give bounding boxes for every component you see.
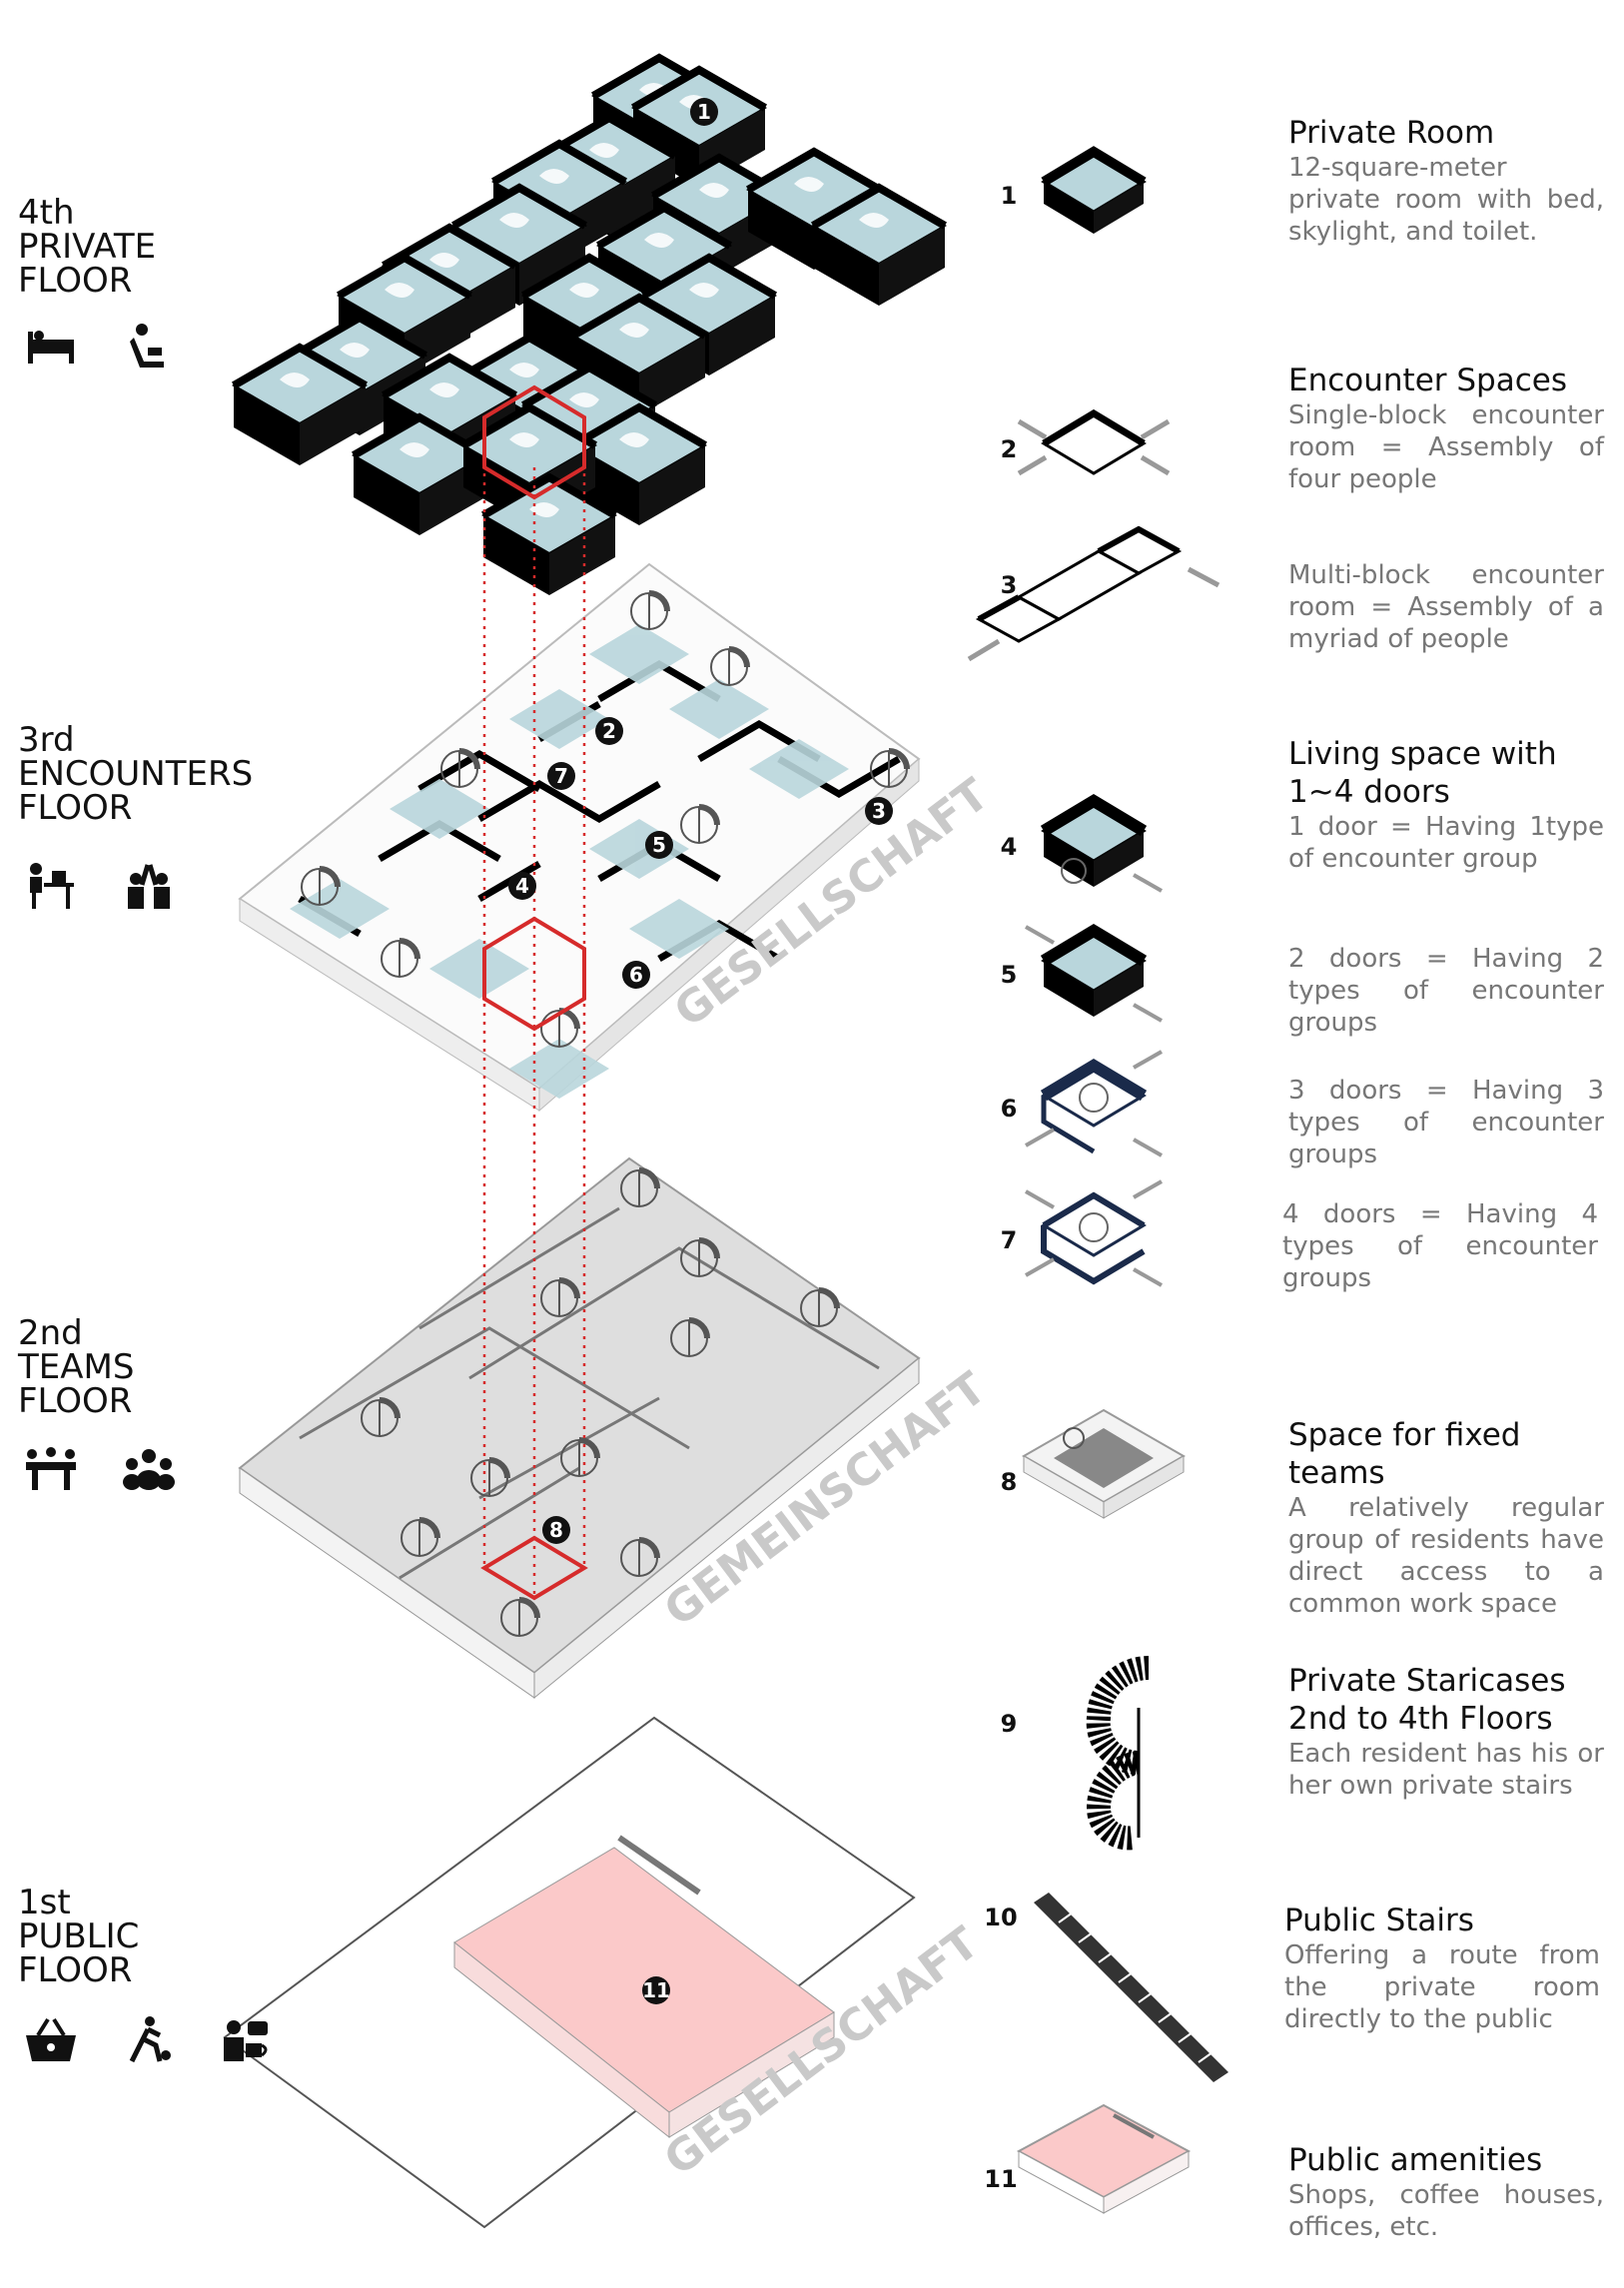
legend-title: Public Stairs bbox=[1284, 1903, 1474, 1938]
legend-number-3: 3 bbox=[1000, 571, 1018, 599]
legend-number-1: 1 bbox=[1000, 182, 1018, 210]
bed-icon bbox=[28, 331, 74, 364]
marker-5: 5 bbox=[645, 831, 673, 859]
thumb-single-encounter bbox=[1017, 408, 1171, 476]
legend-item-9: Private Staricases 2nd to 4th Floors Eac… bbox=[1288, 1662, 1604, 1802]
floor-label-4th: 4th PRIVATE FLOOR bbox=[18, 193, 157, 301]
floor2-icons bbox=[22, 1444, 178, 1494]
legend-number-6: 6 bbox=[1000, 1095, 1018, 1123]
legend-desc: Multi-block encounter room = Assembly of… bbox=[1288, 560, 1604, 654]
first-floor bbox=[223, 1716, 916, 2229]
legend-number-9: 9 bbox=[1000, 1710, 1018, 1738]
legend-item-4: Living space with 1~4 doors 1 door = Hav… bbox=[1288, 735, 1604, 875]
marker-3: 3 bbox=[865, 797, 893, 825]
svg-text:6: 6 bbox=[629, 963, 643, 987]
thumb-four-doors bbox=[1025, 1179, 1163, 1287]
thumb-private-room bbox=[1041, 146, 1147, 234]
thumb-private-staircase bbox=[1086, 1656, 1150, 1851]
svg-text:1: 1 bbox=[697, 100, 711, 124]
thumb-three-doors bbox=[1025, 1050, 1163, 1157]
legend-item-5: 2 doors = Having 2 types of encounter gr… bbox=[1288, 943, 1604, 1039]
legend-desc: Offering a route from the private room d… bbox=[1284, 1940, 1600, 2034]
legend-item-2: Encounter Spaces Single-block encounter … bbox=[1288, 362, 1604, 495]
highlight-room-2nd bbox=[480, 1535, 588, 1601]
legend-title: Private Staricases 2nd to 4th Floors bbox=[1288, 1663, 1566, 1737]
legend-number-4: 4 bbox=[1000, 833, 1018, 861]
svg-text:3: 3 bbox=[872, 799, 886, 823]
marker-group: 1 2 3 4 5 6 7 8 11 bbox=[508, 98, 893, 2004]
floor-label-3rd: 3rd ENCOUNTERS FLOOR bbox=[18, 720, 254, 828]
thumb-one-door bbox=[1040, 794, 1163, 893]
third-floor bbox=[238, 562, 921, 1113]
desk-worker-icon bbox=[30, 863, 74, 909]
marker-6: 6 bbox=[622, 961, 650, 989]
svg-text:8: 8 bbox=[549, 1518, 563, 1542]
floor-label-2nd: 2nd TEAMS FLOOR bbox=[18, 1313, 135, 1421]
legend-desc: Each resident has his or her own private… bbox=[1288, 1739, 1604, 1801]
marker-4: 4 bbox=[508, 872, 536, 900]
thumb-multi-encounter bbox=[967, 525, 1220, 662]
legend-thumbnails bbox=[967, 146, 1228, 2214]
legend-desc: 4 doors = Having 4 types of encounter gr… bbox=[1282, 1199, 1598, 1293]
legend-number-10: 10 bbox=[984, 1904, 1018, 1931]
high-five-icon bbox=[128, 864, 170, 909]
marker-11: 11 bbox=[642, 1976, 670, 2004]
legend-number-5: 5 bbox=[1000, 961, 1018, 989]
legend-item-10: Public Stairs Offering a route from the … bbox=[1284, 1902, 1600, 2035]
floor1-icons bbox=[22, 2015, 276, 2065]
thumb-public-amenities bbox=[1016, 2103, 1192, 2214]
svg-text:2: 2 bbox=[602, 719, 616, 743]
svg-text:11: 11 bbox=[642, 1978, 670, 2002]
marker-2: 2 bbox=[595, 717, 623, 745]
svg-text:5: 5 bbox=[652, 833, 666, 857]
legend-title: Encounter Spaces bbox=[1288, 363, 1567, 398]
legend-number-11: 11 bbox=[984, 2165, 1018, 2193]
legend-number-7: 7 bbox=[1000, 1226, 1018, 1254]
thumb-two-doors bbox=[1025, 924, 1163, 1023]
group-icon bbox=[123, 1449, 175, 1490]
shopping-basket-icon bbox=[26, 2017, 76, 2061]
marker-8: 8 bbox=[542, 1516, 570, 1544]
running-icon bbox=[129, 2016, 171, 2063]
legend-desc: 1 door = Having 1type of encounter group bbox=[1288, 812, 1604, 874]
meeting-table-icon bbox=[26, 1447, 76, 1490]
marker-7: 7 bbox=[547, 762, 575, 790]
legend-number-8: 8 bbox=[1000, 1468, 1018, 1496]
thumb-public-stairs bbox=[1034, 1893, 1228, 2082]
legend-item-6: 3 doors = Having 3 types of encounter gr… bbox=[1288, 1075, 1604, 1170]
legend-title: Public amenities bbox=[1288, 2142, 1543, 2178]
legend-item-3: Multi-block encounter room = Assembly of… bbox=[1288, 559, 1604, 655]
legend-title: Private Room bbox=[1288, 115, 1495, 151]
highlight-room-3rd bbox=[482, 916, 586, 1032]
svg-text:4: 4 bbox=[515, 874, 529, 898]
svg-text:7: 7 bbox=[554, 764, 568, 788]
legend-desc: 3 doors = Having 3 types of encounter gr… bbox=[1288, 1076, 1604, 1169]
floor-label-1st: 1st PUBLIC FLOOR bbox=[18, 1883, 140, 1990]
floor3-icons bbox=[22, 861, 178, 911]
marker-1: 1 bbox=[690, 98, 718, 126]
coffee-chat-icon bbox=[224, 2020, 268, 2061]
legend-desc: 2 doors = Having 2 types of encounter gr… bbox=[1288, 944, 1604, 1038]
legend-title: Space for fixed teams bbox=[1288, 1417, 1521, 1491]
legend-item-1: Private Room 12-square-meter private roo… bbox=[1288, 114, 1604, 248]
legend-desc: Single-block encounter room = Assembly o… bbox=[1288, 400, 1604, 494]
thumb-teams bbox=[1021, 1408, 1187, 1519]
legend-desc: Shops, coffee houses, offices, etc. bbox=[1288, 2180, 1604, 2242]
legend-number-2: 2 bbox=[1000, 435, 1018, 463]
legend-title: Living space with 1~4 doors bbox=[1288, 736, 1557, 810]
legend-desc: 12-square-meter private room with bed, s… bbox=[1288, 153, 1604, 247]
legend-item-7: 4 doors = Having 4 types of encounter gr… bbox=[1282, 1198, 1598, 1294]
fourth-floor-rooms bbox=[234, 58, 945, 595]
armchair-icon bbox=[130, 324, 164, 368]
legend-item-11: Public amenities Shops, coffee houses, o… bbox=[1288, 2141, 1604, 2243]
legend-item-8: Space for fixed teams A relatively regul… bbox=[1288, 1416, 1604, 1620]
second-floor bbox=[238, 1156, 921, 1700]
floor4-icons bbox=[22, 322, 178, 372]
legend-desc: A relatively regular group of residents … bbox=[1288, 1493, 1604, 1619]
